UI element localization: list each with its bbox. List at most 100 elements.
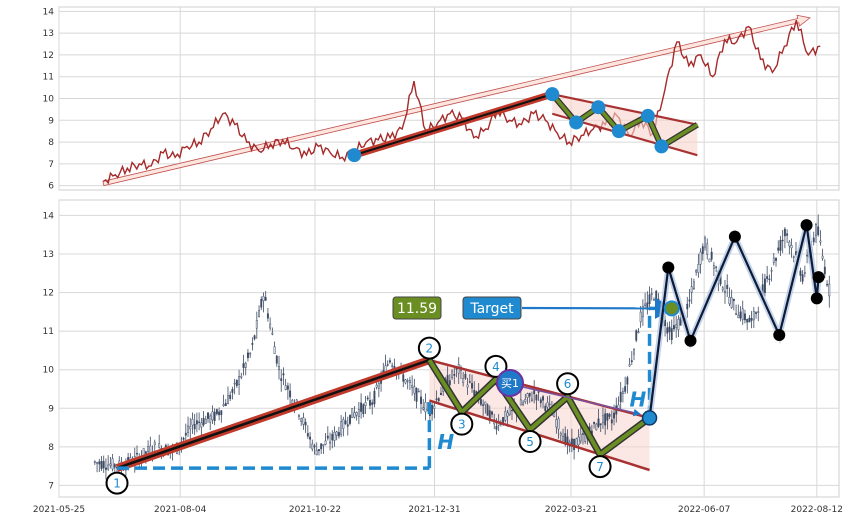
candle-body: [147, 446, 150, 453]
candle-body: [266, 313, 269, 319]
candle-body: [107, 464, 110, 470]
candle-body: [763, 278, 766, 293]
candle-body: [98, 461, 101, 465]
candle-body: [369, 400, 371, 406]
candle-body: [357, 409, 360, 417]
candle-body: [486, 404, 489, 416]
candle-body: [557, 418, 560, 430]
candle-body: [264, 297, 267, 301]
candle-body: [227, 395, 229, 405]
candle-body: [229, 394, 232, 399]
candle-body: [415, 388, 418, 402]
target-label-text: Target: [469, 301, 514, 317]
candle-body: [386, 364, 389, 366]
candle-body: [770, 270, 773, 272]
candle-body: [286, 385, 289, 390]
candle-body: [191, 418, 194, 426]
candle-body: [575, 438, 578, 446]
candle-body: [218, 411, 221, 416]
candle-body: [344, 420, 347, 425]
candle-body: [799, 270, 802, 276]
candle-body: [748, 317, 751, 323]
candle-body: [466, 384, 469, 388]
candle-body: [701, 246, 704, 254]
candle-body: [593, 421, 596, 424]
pivot-number-label: 1: [113, 477, 121, 491]
candle-body: [606, 413, 609, 421]
candle-body: [313, 445, 316, 448]
pivot-marker: [105, 471, 129, 495]
candle-body: [539, 399, 542, 404]
candle-body: [402, 374, 405, 382]
top-y-tick-label: 8: [48, 138, 54, 148]
target-value-text: 11.59: [397, 301, 437, 317]
top-y-tick-label: 9: [48, 116, 54, 126]
candle-body: [435, 398, 438, 400]
candle-body: [803, 272, 806, 274]
candle-body: [626, 377, 629, 385]
candle-body: [639, 311, 642, 323]
top-y-axis: 6 7 8 9 10 11 12 13 14: [43, 7, 55, 191]
candle-body: [624, 386, 627, 392]
candle-body: [602, 415, 604, 424]
buy-marker: 买1: [496, 369, 524, 397]
candle-body: [628, 364, 631, 367]
breakout-point: [641, 410, 658, 426]
top-y-tick-label: 11: [43, 73, 54, 83]
candle-body: [388, 360, 391, 363]
candle-body: [311, 443, 314, 450]
candle-body: [559, 432, 562, 436]
candle-body: [597, 418, 600, 427]
candle-body: [708, 258, 711, 263]
candle-body: [537, 391, 540, 393]
top-y-tick-label: 12: [43, 51, 54, 61]
candle-body: [573, 438, 576, 450]
price-line: [103, 19, 821, 185]
candle-body: [506, 412, 509, 417]
candle-body: [697, 264, 700, 273]
candle-body: [331, 433, 334, 441]
candle-body: [209, 415, 212, 423]
candle-body: [755, 312, 758, 314]
bottom-y-axis: 7 8 9 10 11 12 13 14: [43, 211, 55, 491]
bottom-plot-area: [58, 199, 840, 498]
candle-body: [821, 255, 824, 259]
pivot-number-label: 4: [492, 360, 500, 374]
bottom-y-tick-label: 14: [43, 211, 55, 221]
candle-body: [482, 404, 485, 406]
candle-body: [650, 293, 653, 295]
candle-body: [712, 265, 715, 269]
candle-body: [204, 418, 207, 424]
candle-body: [244, 362, 247, 368]
pivot-marker: [450, 412, 474, 436]
bottom-x-tick-label: 2022-03-21: [545, 505, 597, 515]
candle-body: [298, 415, 300, 417]
candle-body: [240, 376, 243, 378]
candle-body: [815, 223, 817, 236]
candle-body: [422, 407, 425, 410]
candle-body: [604, 413, 607, 426]
bottom-x-tick-label: 2021-10-22: [289, 505, 341, 515]
candle-body: [732, 298, 735, 301]
candle-body: [792, 256, 795, 258]
candle-body: [699, 251, 702, 265]
candle-body: [411, 385, 414, 388]
candle-body: [433, 405, 436, 409]
candle-body: [619, 391, 622, 403]
candle-body: [621, 391, 624, 394]
swing-point: [812, 271, 825, 284]
candle-body: [688, 299, 691, 302]
candle-body: [211, 411, 214, 421]
candle-body: [315, 449, 318, 455]
candle-body: [448, 380, 451, 385]
candle-body: [668, 326, 671, 333]
candle-body: [524, 399, 527, 403]
pivot-number-label: 6: [564, 377, 572, 391]
candle-body: [655, 290, 658, 303]
buy-label: 买1: [501, 377, 519, 390]
candle-body: [737, 314, 740, 319]
candle-body: [291, 399, 294, 404]
candle-body: [187, 425, 189, 433]
candle-body: [355, 412, 358, 416]
